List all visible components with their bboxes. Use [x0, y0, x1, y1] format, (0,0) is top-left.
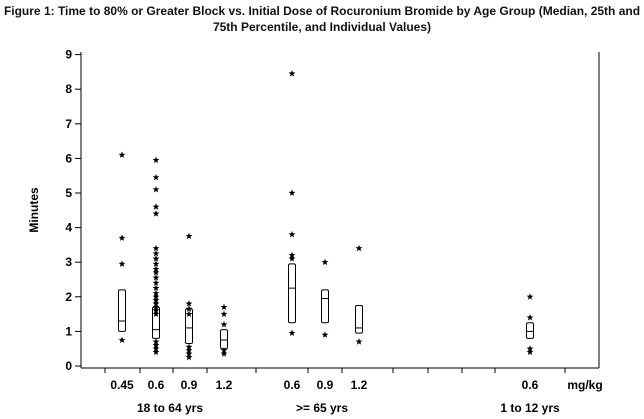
data-point-star [220, 350, 228, 357]
box-series [185, 232, 193, 361]
data-point-star [185, 353, 193, 361]
y-tick-label: 7 [65, 117, 72, 131]
iqr-box [118, 289, 126, 332]
data-point-star [152, 255, 160, 262]
data-point-star [152, 185, 160, 193]
data-point-star [288, 189, 296, 196]
y-tick-label: 4 [65, 221, 72, 235]
data-point-star [152, 300, 160, 307]
data-point-star [152, 203, 160, 210]
chart-axes: 0 1 2 3 4 5 6 7 8 9 Minutes 0.45 0.6 0.9 1.2 18 to 64 y… [27, 48, 603, 415]
data-point-star [152, 279, 160, 286]
chart-title-line2: 75th Percentile, and Individual Values) [212, 20, 432, 34]
data-point-star [220, 303, 228, 311]
data-point-star [321, 331, 329, 338]
y-tick-label: 6 [65, 151, 72, 165]
y-tick-label: 5 [65, 186, 72, 200]
data-point-star [185, 232, 193, 240]
y-tick-label: 2 [65, 290, 72, 304]
x-group-label: 1 to 12 yrs [500, 401, 560, 415]
data-point-star [526, 313, 534, 321]
data-point-star [152, 156, 160, 164]
data-point-star [152, 310, 160, 318]
data-point-star [288, 329, 296, 337]
data-point-star [185, 350, 193, 357]
data-point-star [152, 173, 160, 181]
box-series [288, 70, 296, 337]
box-series [220, 303, 228, 357]
data-point-star [152, 307, 160, 314]
data-point-star [185, 300, 193, 307]
x-unit-label: mg/kg [567, 378, 602, 392]
data-point-star [152, 210, 160, 217]
iqr-box [355, 304, 363, 334]
data-point-star [152, 341, 160, 349]
x-tick-label: 1.2 [216, 378, 233, 392]
box-series [355, 244, 363, 345]
data-point-star [220, 310, 228, 318]
data-point-star [152, 284, 160, 292]
data-point-star [288, 251, 296, 259]
data-point-star [220, 320, 228, 328]
x-tick-label: 0.6 [522, 378, 539, 392]
data-point-star [152, 249, 160, 257]
data-point-star [185, 343, 193, 350]
y-tick-label: 1 [65, 324, 72, 338]
iqr-box [321, 289, 329, 324]
data-point-star [152, 268, 160, 276]
data-point-star [288, 230, 296, 238]
data-point-star [288, 255, 296, 262]
data-point-star [526, 345, 534, 352]
x-tick-label: 0.9 [181, 378, 198, 392]
x-group-label: 18 to 64 yrs [137, 401, 203, 415]
data-point-star [152, 348, 160, 356]
data-point-star [118, 336, 126, 343]
iqr-box [220, 329, 228, 350]
data-point-star [152, 260, 160, 267]
x-tick-label: 0.45 [110, 378, 134, 392]
data-point-star [526, 293, 534, 300]
data-point-star [185, 346, 193, 354]
data-point-star [152, 265, 160, 273]
data-point-star [152, 293, 160, 300]
data-point-star [152, 296, 160, 304]
y-axis-label: Minutes [27, 187, 41, 233]
data-point-star [288, 70, 296, 77]
data-point-star [152, 338, 160, 345]
chart-title-line1: Figure 1: Time to 80% or Greater Block v… [3, 4, 641, 18]
y-tick-label: 3 [65, 255, 72, 269]
data-point-star [355, 244, 363, 252]
chart-title: Figure 1: Time to 80% or Greater Block v… [0, 3, 644, 35]
y-tick-label: 9 [65, 48, 72, 62]
data-point-star [152, 274, 160, 281]
box-series [321, 258, 329, 338]
data-point-star [118, 151, 126, 158]
iqr-box [288, 263, 296, 324]
y-tick-label: 8 [65, 82, 72, 96]
data-point-star [321, 258, 329, 266]
iqr-box [526, 322, 534, 339]
data-point-star [185, 310, 193, 318]
box-series [152, 156, 160, 356]
data-point-star [185, 305, 193, 312]
x-group-label: >= 65 yrs [296, 401, 348, 415]
chart-plot-area [118, 70, 534, 361]
data-point-star [355, 338, 363, 345]
data-point-star [152, 345, 160, 352]
data-point-star [118, 234, 126, 241]
x-tick-label: 0.6 [148, 378, 165, 392]
box-series [526, 293, 534, 356]
data-point-star [152, 289, 160, 297]
box-series [118, 151, 126, 343]
y-tick-label: 0 [65, 359, 72, 373]
data-point-star [152, 303, 160, 311]
data-point-star [526, 348, 534, 356]
data-point-star [152, 244, 160, 252]
data-point-star [220, 346, 228, 354]
x-tick-label: 0.9 [317, 378, 334, 392]
x-tick-label: 0.6 [284, 378, 301, 392]
data-point-star [118, 260, 126, 267]
x-tick-label: 1.2 [351, 378, 368, 392]
